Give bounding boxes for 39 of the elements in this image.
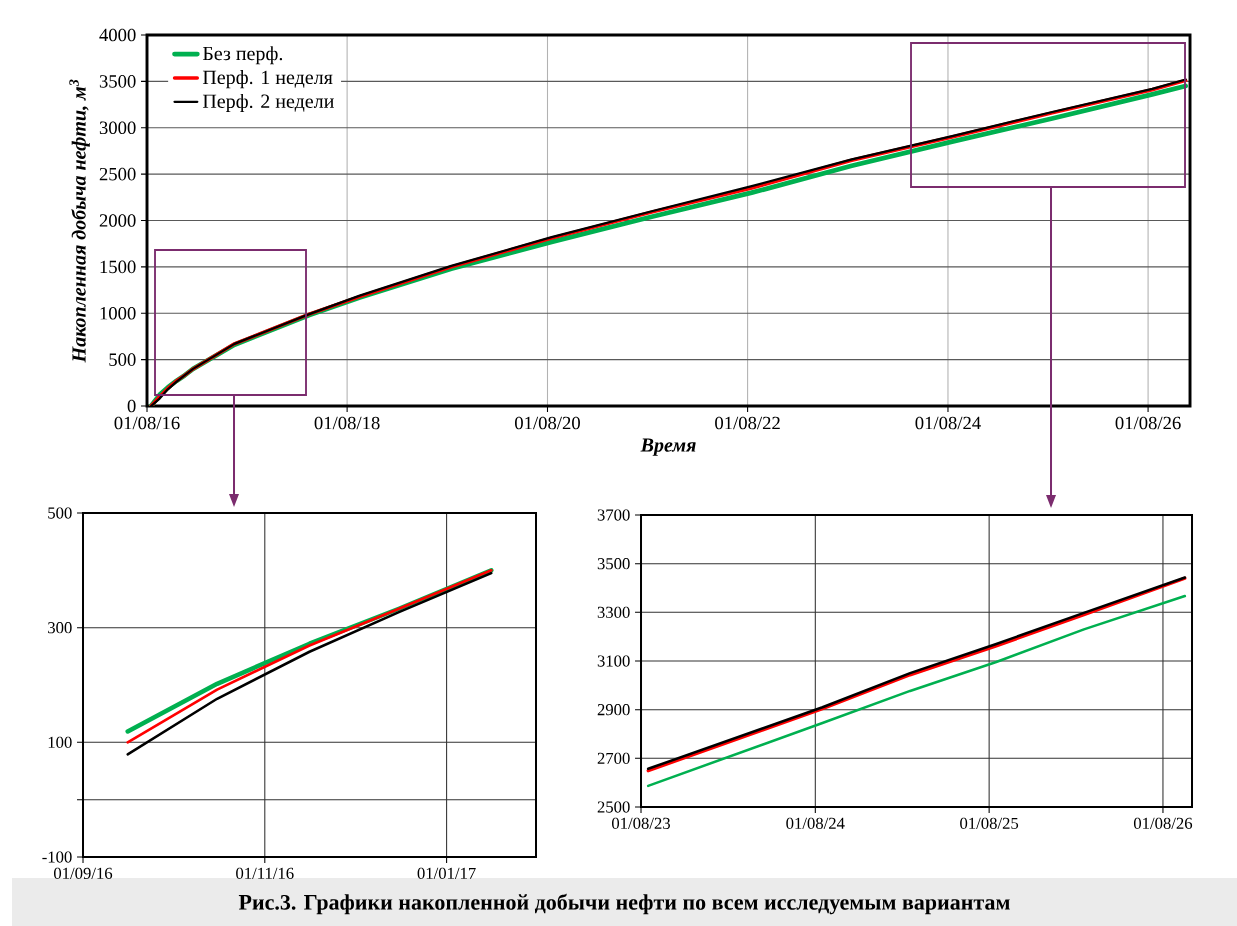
y-tick-label: 500 (109, 353, 136, 366)
x-tick-label: 01/08/18 (314, 416, 380, 430)
x-tick-label: 01/01/17 (417, 867, 476, 879)
x-tick-label: 01/11/16 (236, 867, 294, 879)
x-tick-label: 01/08/16 (114, 416, 180, 430)
x-tick-label: 01/08/20 (515, 416, 580, 430)
y-tick-label: 1000 (100, 306, 136, 320)
x-tick-label: 01/08/22 (715, 416, 780, 430)
y-tick-label: 3100 (597, 655, 630, 667)
x-axis-title: Время (640, 438, 696, 456)
legend-label: Перф. 2 недели (202, 93, 334, 113)
y-axis-title: Накопленная добыча нефти, м$^{3}$ (69, 79, 90, 363)
y-tick-label: 4000 (99, 28, 136, 42)
y-tick-label: 2900 (597, 704, 630, 716)
x-tick-label: 01/08/25 (960, 817, 1019, 829)
legend-label: Без перф. (202, 46, 283, 65)
y-tick-label: 2500 (597, 801, 630, 813)
x-tick-label: 01/09/16 (54, 867, 113, 879)
y-tick-label: 2500 (99, 167, 136, 181)
x-tick-label: 01/08/26 (1133, 817, 1193, 829)
y-tick-label: 3300 (597, 606, 630, 618)
y-tick-label: 0 (127, 399, 136, 413)
y-tick-label: 100 (48, 736, 72, 748)
x-tick-label: 01/08/24 (786, 817, 845, 829)
legend-label: Перф. 1 неделя (202, 70, 333, 89)
y-tick-label: 2000 (99, 214, 136, 227)
x-tick-label: 01/08/26 (1115, 416, 1181, 430)
text: Рис.3. Графики накопленной добычи нефти по всем исследуемым вариантам (238, 893, 1010, 915)
y-tick-label: 3500 (597, 558, 630, 570)
x-tick-label: 01/08/24 (915, 416, 981, 430)
x-tick-label: 01/08/23 (612, 817, 670, 829)
y-tick-label: 500 (48, 507, 72, 519)
y-tick-label: 3500 (99, 75, 136, 88)
y-tick-label: 3700 (597, 509, 630, 521)
y-tick-label: 3000 (99, 121, 136, 135)
y-tick-label: 1500 (100, 260, 136, 274)
y-tick-label: 2700 (597, 752, 630, 764)
y-tick-label: 300 (48, 622, 72, 634)
y-tick-label: -100 (42, 851, 72, 863)
